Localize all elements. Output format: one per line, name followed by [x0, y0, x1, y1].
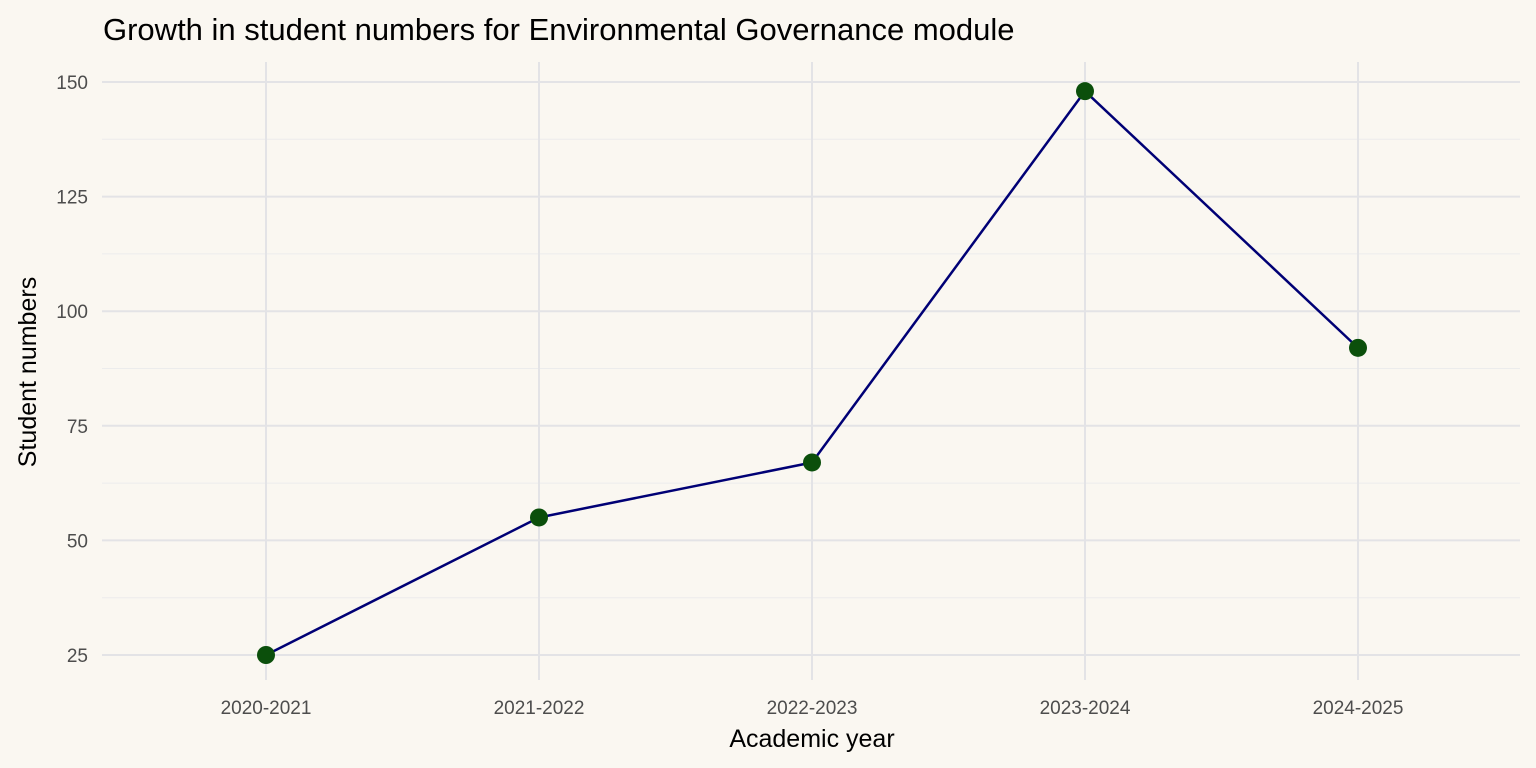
x-axis-title: Academic year [729, 725, 894, 753]
y-tick-label: 150 [56, 73, 88, 94]
y-axis-title: Student numbers [14, 277, 42, 467]
y-tick-label: 75 [67, 417, 88, 438]
x-tick-label: 2023-2024 [1040, 698, 1131, 719]
data-point [257, 646, 275, 664]
x-tick-label: 2022-2023 [767, 698, 858, 719]
y-tick-label: 50 [67, 531, 88, 552]
y-tick-label: 25 [67, 646, 88, 667]
data-point [1349, 338, 1367, 357]
chart-title: Growth in student numbers for Environmen… [103, 12, 1015, 47]
y-tick-label: 100 [56, 302, 88, 323]
x-axis-tick-labels: 2020-2021 2021-2022 2022-2023 2023-2024 2024… [221, 698, 1404, 719]
y-axis-tick-labels: 25 50 75 100 125 150 [56, 73, 88, 667]
major-gridlines [102, 62, 1520, 680]
data-point [530, 508, 548, 527]
series-layer [257, 82, 1367, 664]
x-tick-label: 2024-2025 [1313, 698, 1404, 719]
x-tick-label: 2021-2022 [494, 698, 585, 719]
data-point [803, 453, 821, 472]
y-tick-label: 125 [56, 188, 88, 209]
data-point [1076, 82, 1094, 101]
x-tick-label: 2020-2021 [221, 698, 312, 719]
